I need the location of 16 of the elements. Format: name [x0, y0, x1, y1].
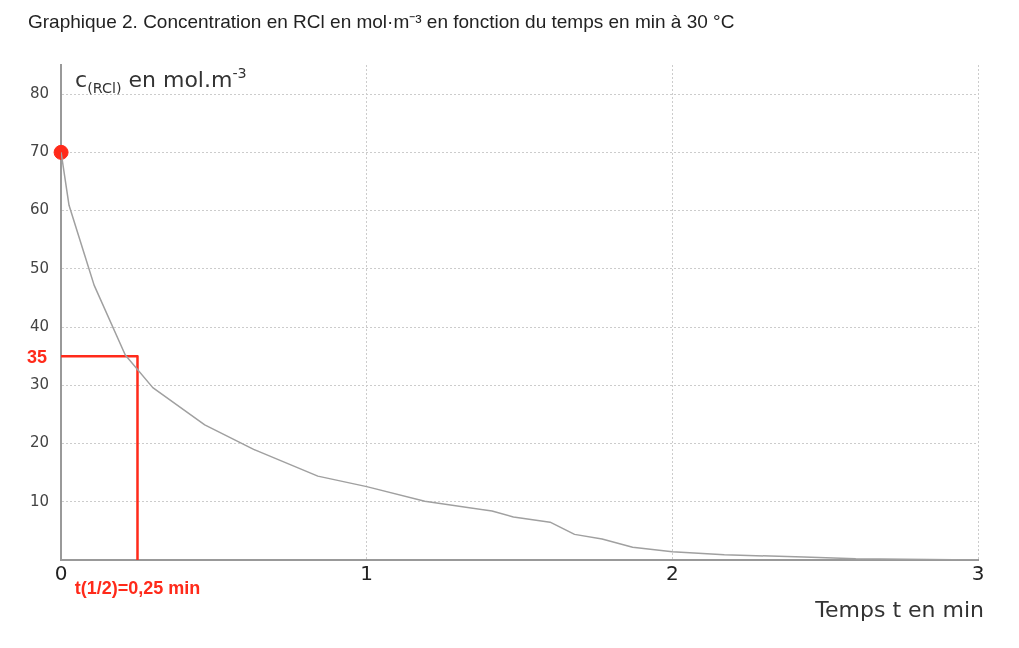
y-tick-label: 60 — [29, 200, 50, 219]
y-tick-label: 20 — [29, 433, 50, 452]
x-tick-label: 1 — [360, 561, 374, 586]
chart-title: Graphique 2. Concentration en RCl en mol·m⁻³ en fonction du temps en min à 30 °C — [28, 10, 736, 34]
x-axis-title: Temps t en min — [814, 596, 984, 622]
x-tick-label: 0 — [54, 561, 68, 586]
y-tick-label: 50 — [29, 258, 50, 277]
x-tick-label: 2 — [666, 561, 679, 586]
y-tick-label: 70 — [29, 142, 50, 161]
y-tick-label: 30 — [29, 375, 50, 394]
y-tick-label: 10 — [29, 491, 50, 510]
x-tick-label: 3 — [971, 561, 985, 586]
y-tick-label: 80 — [29, 84, 50, 103]
annotation: t(1/2)=0,25 min — [74, 577, 201, 598]
annotation: 35 — [27, 347, 48, 368]
y-tick-label: 40 — [29, 316, 50, 335]
